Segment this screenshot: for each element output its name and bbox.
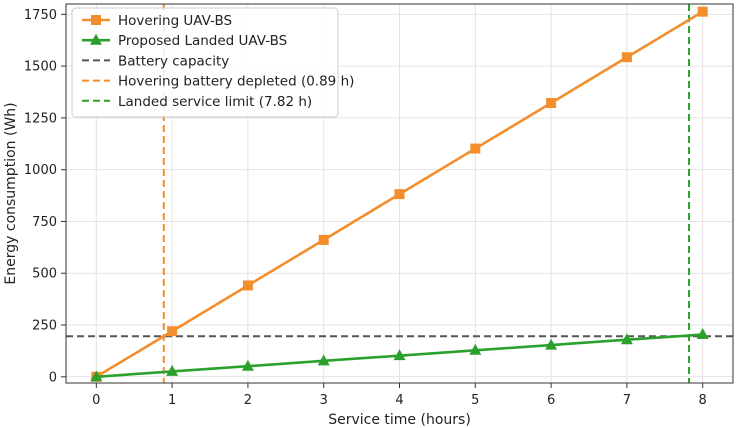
legend-label: Hovering UAV-BS — [118, 13, 232, 29]
y-tick-label: 250 — [32, 319, 57, 334]
y-tick-label: 500 — [32, 267, 57, 282]
x-tick-label: 2 — [244, 393, 252, 408]
x-tick-label: 1 — [168, 393, 176, 408]
legend-entry: Hovering battery depleted (0.89 h) — [82, 74, 354, 90]
x-tick-label: 7 — [623, 393, 631, 408]
data-point-hovering — [318, 234, 329, 245]
data-point-landed — [166, 364, 179, 376]
legend: Hovering UAV-BS Proposed Landed UAV-BS Bat… — [71, 7, 354, 118]
x-tick-label: 6 — [547, 393, 555, 408]
data-point-hovering — [546, 97, 557, 108]
legend-entry: Battery capacity — [82, 53, 229, 69]
series — [90, 6, 709, 382]
data-point-landed — [696, 328, 709, 340]
grid — [66, 4, 733, 383]
x-tick-label: 4 — [395, 393, 403, 408]
data-point-landed — [317, 354, 330, 366]
data-point-landed — [241, 359, 254, 371]
data-point-landed — [90, 370, 103, 382]
reference-lines — [66, 4, 733, 383]
x-tick-label: 0 — [92, 393, 100, 408]
legend-label: Landed service limit (7.82 h) — [118, 94, 312, 110]
data-point-hovering — [242, 280, 253, 291]
legend-label: Proposed Landed UAV-BS — [118, 33, 287, 49]
y-tick-label: 0 — [49, 370, 57, 385]
data-point-landed — [469, 343, 482, 355]
y-tick-label: 1500 — [24, 60, 57, 75]
y-tick-label: 1250 — [24, 111, 57, 126]
legend-entry: Proposed Landed UAV-BS — [82, 33, 287, 49]
y-tick-label: 750 — [32, 215, 57, 230]
legend-box — [71, 7, 339, 118]
x-tick-label: 3 — [320, 393, 328, 408]
data-point-hovering — [394, 189, 405, 200]
y-axis-label: Energy consumption (Wh) — [3, 102, 19, 284]
data-point-hovering — [697, 6, 708, 17]
x-axis-label: Service time (hours) — [328, 412, 471, 428]
legend-label: Hovering battery depleted (0.89 h) — [118, 74, 354, 90]
data-point-landed — [620, 333, 633, 345]
legend-entry: Hovering UAV-BS — [82, 13, 232, 29]
y-tick-label: 1750 — [24, 8, 57, 23]
legend-entry: Landed service limit (7.82 h) — [82, 94, 312, 110]
data-point-landed — [393, 349, 406, 361]
legend-marker-swatch — [91, 15, 101, 25]
legend-label: Battery capacity — [118, 53, 229, 69]
data-point-hovering — [470, 143, 481, 154]
data-point-hovering — [167, 326, 178, 337]
data-point-landed — [545, 338, 558, 350]
legend-marker-swatch — [90, 33, 102, 45]
y-tick-label: 1000 — [24, 163, 57, 178]
x-tick-label: 5 — [471, 393, 479, 408]
data-point-hovering — [621, 52, 632, 63]
axis-ticks: 0 1 2 3 4 5 6 7 8 0 250 500 750 1000 1250 1500 1750 — [24, 8, 707, 408]
x-tick-label: 8 — [699, 393, 707, 408]
